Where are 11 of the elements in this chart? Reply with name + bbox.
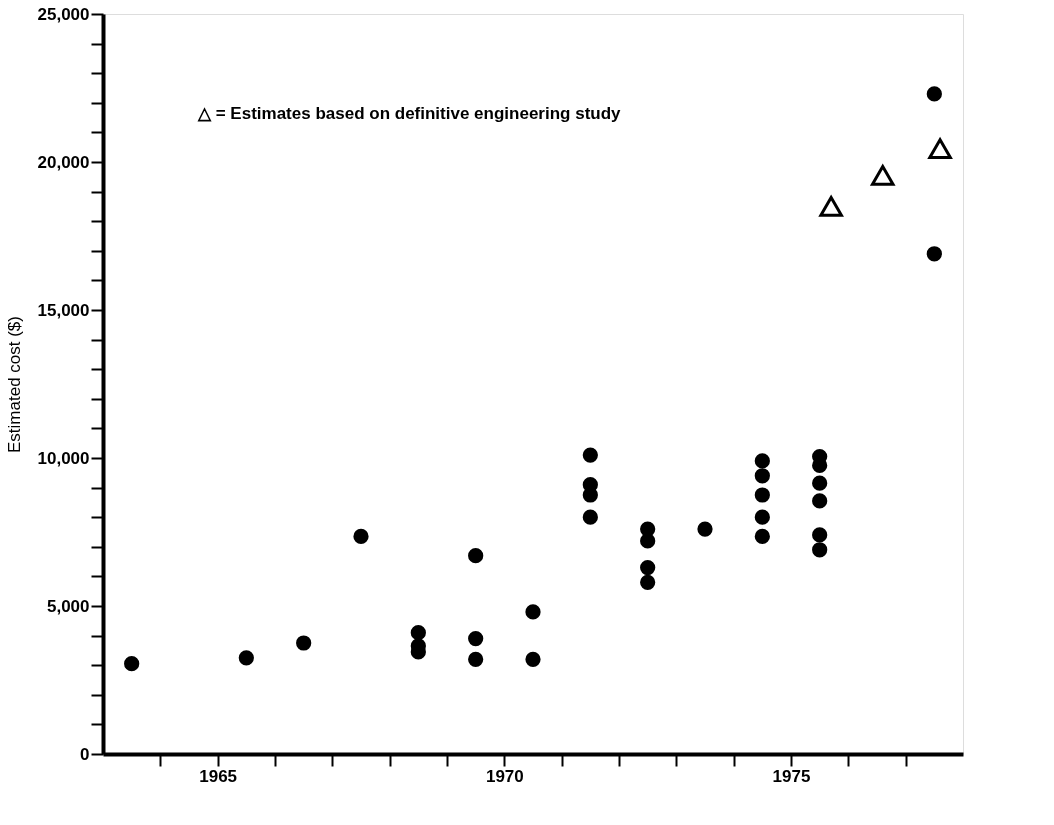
x-tick-label: 1975 [772, 766, 811, 786]
y-tick-label: 10,000 [37, 448, 90, 468]
x-tick-label: 1965 [199, 766, 238, 786]
y-tick-label: 5,000 [46, 596, 90, 616]
annotation: △ = Estimates based on definitive engineering study [197, 104, 622, 123]
x-tick-label: 1970 [485, 766, 524, 786]
y-axis-title: Estimated cost ($) [4, 316, 24, 453]
y-tick-label: 0 [80, 744, 90, 764]
y-tick-label: 15,000 [37, 300, 90, 320]
y-tick-label: 25,000 [37, 4, 90, 24]
y-tick-label: 20,000 [37, 152, 90, 172]
